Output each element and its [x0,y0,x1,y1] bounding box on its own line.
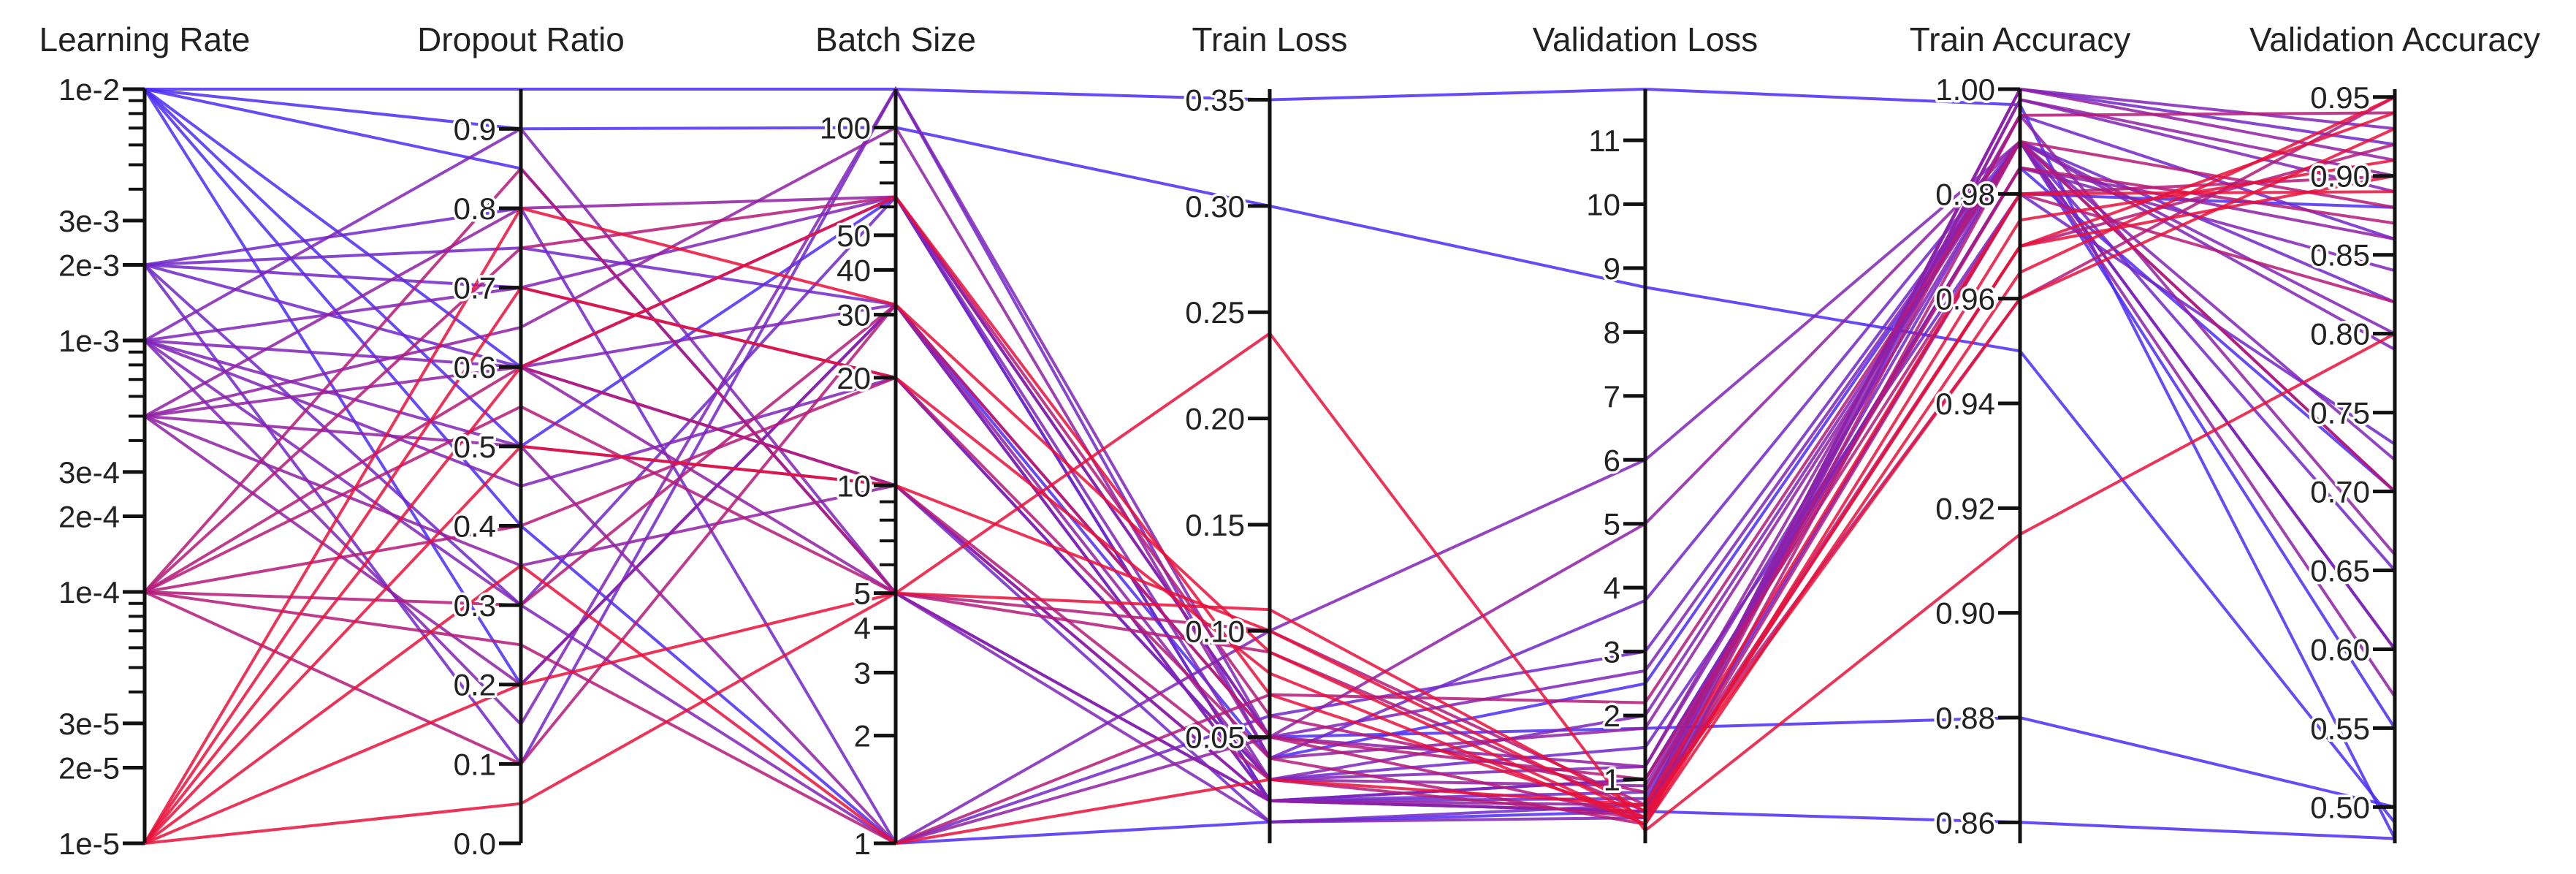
tick-label: 5 [854,577,871,611]
tick-label: 4 [1604,571,1620,605]
tick-label: 0.55 [2310,711,2370,745]
tick-label: 40 [837,253,871,287]
axis-val_loss[interactable]: 11 10 9 8 7 6 5 4 3 2 1 Validation Loss [1533,20,1758,843]
tick-label: 8 [1604,315,1620,349]
tick-label: 0.65 [2310,553,2370,588]
tick-label: 0.3 [454,588,496,623]
tick-label: 0.9 [454,112,496,146]
tick-label: 3e-3 [58,204,120,238]
tick-label: 0.15 [1185,508,1245,542]
tick-label: 7 [1604,379,1620,414]
tick-label: 0.35 [1185,83,1245,118]
tick-label: 1e-3 [58,324,120,358]
tick-label: 50 [837,218,871,253]
tick-label: 30 [837,298,871,332]
tick-label: 0.30 [1185,189,1245,224]
tick-label: 3 [854,656,871,690]
axis-title: Dropout Ratio [417,20,625,58]
tick-label: 2e-5 [58,750,120,785]
tick-label: 0.85 [2310,238,2370,273]
tick-label: 0.25 [1185,295,1245,330]
tick-label: 0.60 [2310,632,2370,666]
tick-label: 1e-4 [58,575,120,609]
tick-label: 5 [1604,507,1620,542]
tick-label: 1 [854,826,871,861]
axis-title: Validation Loss [1533,20,1758,58]
tick-label: 3e-5 [58,707,120,741]
axis-dropout[interactable]: 0.9 0.8 0.7 0.6 0.5 0.4 0.3 0.2 0.1 0.0 Dropout Ra… [417,20,625,864]
tick-label: 100 [820,111,871,145]
tick-label: 0.86 [1935,805,1995,840]
tick-label: 0.0 [454,826,496,861]
axis-title: Batch Size [815,20,976,58]
axis-train_loss[interactable]: 0.35 0.30 0.25 0.20 0.15 0.10 0.05 Train Loss [1183,20,1348,843]
tick-label: 0.05 [1185,721,1245,755]
axis-title: Validation Accuracy [2249,20,2540,58]
tick-label: 1.00 [1935,72,1995,107]
axis-title: Train Loss [1192,20,1347,58]
tick-label: 0.80 [2310,317,2370,352]
axis-train_acc[interactable]: 1.00 0.98 0.96 0.94 0.92 0.90 0.88 0.86 Train Ac… [1910,20,2131,843]
axis-title: Train Accuracy [1910,20,2131,58]
axis-lr[interactable]: 1e-2 3e-3 2e-3 1e-3 3e-4 2e-4 1e-4 3e-5 2e-5 1e-5… [39,20,251,864]
tick-label: 3 [1604,635,1620,669]
axis-val_acc[interactable]: 0.95 0.90 0.85 0.80 0.75 0.70 0.65 0.60 0.55 0.50… [2249,20,2540,843]
tick-label: 11 [1588,123,1620,158]
tick-label: 3e-4 [58,455,120,490]
tick-label: 0.4 [454,509,496,543]
axes: 1e-2 3e-3 2e-3 1e-3 3e-4 2e-4 1e-4 3e-5 2e-5 1e-5… [39,20,2541,864]
tick-label: 2 [854,719,871,753]
tick-label: 2e-4 [58,499,120,533]
tick-label: 0.90 [1935,596,1995,631]
tick-label: 9 [1604,251,1620,286]
tick-label: 1 [1604,763,1620,797]
tick-label: 0.98 [1935,177,1995,211]
tick-label: 0.75 [2310,396,2370,430]
tick-label: 0.8 [454,191,496,226]
tick-label: 20 [837,361,871,395]
tick-label: 0.50 [2310,790,2370,824]
tick-label: 0.7 [454,271,496,305]
tick-label: 2 [1604,699,1620,733]
tick-label: 0.6 [454,350,496,384]
tick-label: 10 [1586,187,1620,221]
tick-label: 6 [1604,443,1620,477]
tick-label: 0.1 [454,747,496,781]
tick-label: 2e-3 [58,248,120,282]
tick-label: 1e-5 [58,826,120,861]
tick-label: 0.96 [1935,282,1995,316]
tick-label: 0.70 [2310,475,2370,509]
tick-label: 0.94 [1935,387,1995,421]
axis-title: Learning Rate [39,20,251,58]
tick-label: 10 [837,468,871,503]
tick-label: 0.92 [1935,491,1995,525]
tick-label: 1e-2 [58,72,120,107]
tick-label: 0.20 [1185,402,1245,436]
tick-label: 4 [854,611,871,645]
tick-label: 0.5 [454,430,496,464]
tick-label: 0.95 [2310,80,2370,115]
tick-label: 0.10 [1185,614,1245,648]
tick-label: 0.90 [2310,159,2370,194]
tick-label: 0.2 [454,668,496,702]
tick-label: 0.88 [1935,701,1995,735]
